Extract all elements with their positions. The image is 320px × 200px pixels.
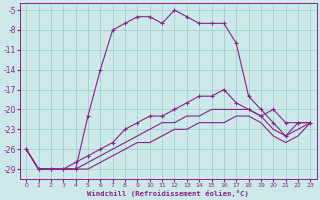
X-axis label: Windchill (Refroidissement éolien,°C): Windchill (Refroidissement éolien,°C) bbox=[87, 190, 249, 197]
